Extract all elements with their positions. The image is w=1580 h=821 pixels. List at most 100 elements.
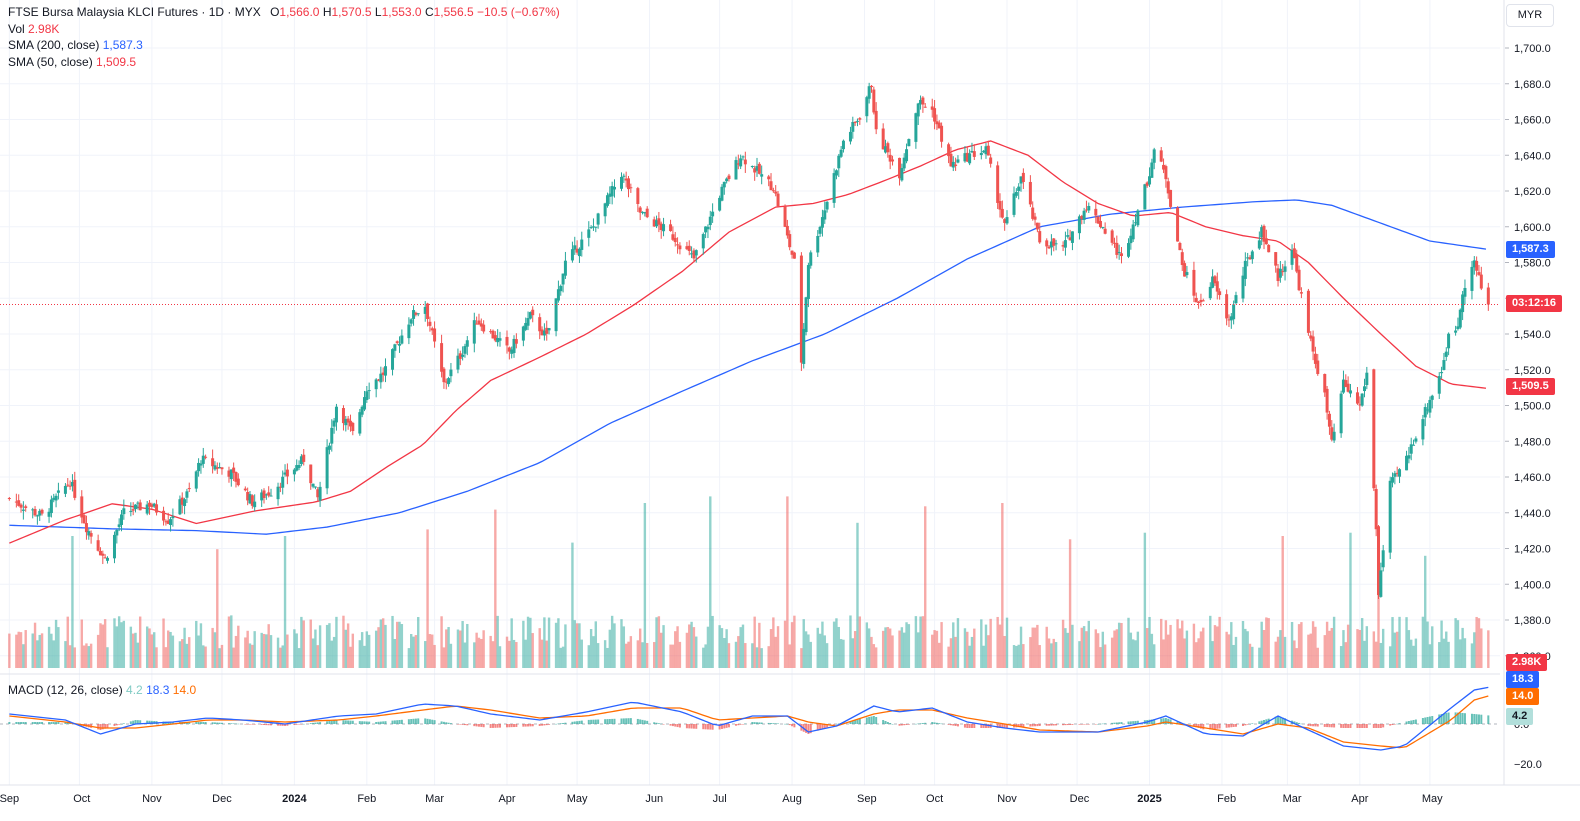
- macd-histogram-bar: [1164, 718, 1167, 724]
- volume-bar: [837, 626, 840, 668]
- macd-line: [9, 686, 1489, 751]
- candle-body: [949, 153, 953, 167]
- candle-body: [456, 355, 460, 370]
- volume-bar: [40, 633, 44, 668]
- price-tick-label: 1,580.0: [1514, 258, 1551, 270]
- candle-body: [84, 523, 88, 533]
- candle-body: [1178, 243, 1182, 251]
- macd-histogram-bar: [889, 723, 892, 724]
- volume-bar: [38, 634, 41, 668]
- macd-histogram-bar: [1134, 720, 1137, 724]
- macd-histogram-bar: [823, 724, 826, 729]
- macd-histogram-bar: [461, 724, 464, 725]
- macd-histogram-bar: [428, 719, 431, 724]
- macd-histogram-bar: [865, 717, 868, 724]
- volume-bar: [711, 615, 714, 668]
- candle-body: [1019, 176, 1023, 184]
- volume-bar: [1325, 621, 1329, 668]
- candle-body: [841, 140, 845, 150]
- candle-body: [1176, 207, 1180, 242]
- volume-bar: [1405, 617, 1408, 668]
- volume-bar: [624, 643, 628, 668]
- macd-histogram-bar: [1445, 713, 1448, 724]
- volume-bar: [412, 636, 415, 668]
- volume-legend[interactable]: Vol 2.98K: [8, 21, 560, 38]
- currency-button[interactable]: MYR: [1506, 4, 1554, 27]
- macd-histogram-bar: [786, 724, 789, 725]
- time-tick-label: Feb: [1217, 793, 1236, 805]
- sma50-legend[interactable]: SMA (50, close) 1,509.5: [8, 54, 560, 71]
- price-tick-label: 1,700.0: [1514, 43, 1551, 55]
- macd-histogram-bar: [1129, 721, 1132, 724]
- macd-histogram-bar: [1113, 722, 1116, 724]
- candle-body: [629, 187, 633, 189]
- macd-histogram-bar: [230, 723, 233, 724]
- candle-body: [869, 85, 873, 88]
- macd-histogram-bar: [837, 723, 840, 724]
- macd-histogram-bar: [281, 724, 284, 726]
- candle-body: [905, 149, 909, 162]
- candle-body: [706, 226, 710, 230]
- sma200-legend[interactable]: SMA (200, close) 1,587.3: [8, 37, 560, 54]
- macd-histogram-bar: [905, 724, 908, 725]
- macd-histogram-bar: [741, 724, 744, 725]
- volume-bar: [178, 641, 182, 668]
- macd-histogram-bar: [674, 724, 677, 727]
- macd-histogram-bar: [1428, 716, 1431, 724]
- macd-histogram-bar: [1227, 724, 1230, 728]
- candle-body: [269, 495, 273, 497]
- volume-bar: [1078, 641, 1081, 668]
- macd-histogram-bar: [1398, 723, 1401, 724]
- macd-histogram-bar: [559, 723, 562, 724]
- macd-histogram-bar: [316, 722, 319, 724]
- macd-histogram-bar: [1326, 724, 1329, 728]
- volume-bar: [220, 644, 224, 668]
- macd-histogram-bar: [17, 722, 20, 724]
- volume-bar: [202, 645, 205, 668]
- macd-histogram-bar: [1085, 724, 1088, 725]
- candle-body: [1409, 444, 1413, 454]
- volume-bar: [643, 503, 647, 668]
- volume-bar: [898, 630, 901, 668]
- candle-body: [725, 178, 729, 182]
- macd-histogram-bar: [940, 723, 943, 725]
- volume-bar: [1473, 632, 1476, 668]
- volume-bar: [884, 627, 887, 668]
- macd-histogram-bar: [319, 722, 322, 724]
- countdown-tag: 03:12:16: [1506, 295, 1563, 312]
- candle-body: [804, 297, 808, 333]
- macd-histogram-bar: [449, 723, 452, 724]
- candle-body: [1276, 268, 1280, 282]
- macd-histogram-bar: [727, 724, 730, 728]
- candle-body: [951, 161, 955, 168]
- volume-bar: [134, 632, 137, 668]
- macd-histogram-bar: [543, 724, 546, 726]
- time-tick-label: Mar: [425, 793, 444, 805]
- macd-histogram-bar: [1363, 724, 1366, 728]
- hist-tag: 4.2: [1506, 708, 1534, 725]
- macd-histogram-bar: [1199, 724, 1202, 729]
- candle-body: [211, 458, 215, 467]
- volume-value: 2.98K: [28, 21, 60, 36]
- volume-bar: [1192, 623, 1196, 668]
- macd-histogram-bar: [1213, 724, 1216, 729]
- volume-bar: [505, 636, 509, 668]
- candle-body: [1414, 438, 1418, 442]
- candle-body: [40, 509, 44, 514]
- macd-histogram-bar: [1120, 722, 1123, 724]
- macd-tag: 18.3: [1506, 671, 1540, 688]
- candle-body: [1360, 393, 1364, 406]
- macd-histogram-bar: [1094, 724, 1097, 725]
- candle-body: [1033, 216, 1037, 220]
- candle-body: [816, 235, 820, 253]
- volume-bar: [704, 644, 707, 668]
- volume-bar: [1096, 633, 1100, 668]
- candle-body: [743, 159, 747, 165]
- time-tick-label: Feb: [357, 793, 376, 805]
- macd-histogram-bar: [513, 724, 516, 728]
- volume-bar: [106, 647, 109, 668]
- macd-histogram-bar: [246, 724, 249, 725]
- macd-legend[interactable]: MACD (12, 26, close) 4.2 18.3 14.0: [8, 683, 196, 697]
